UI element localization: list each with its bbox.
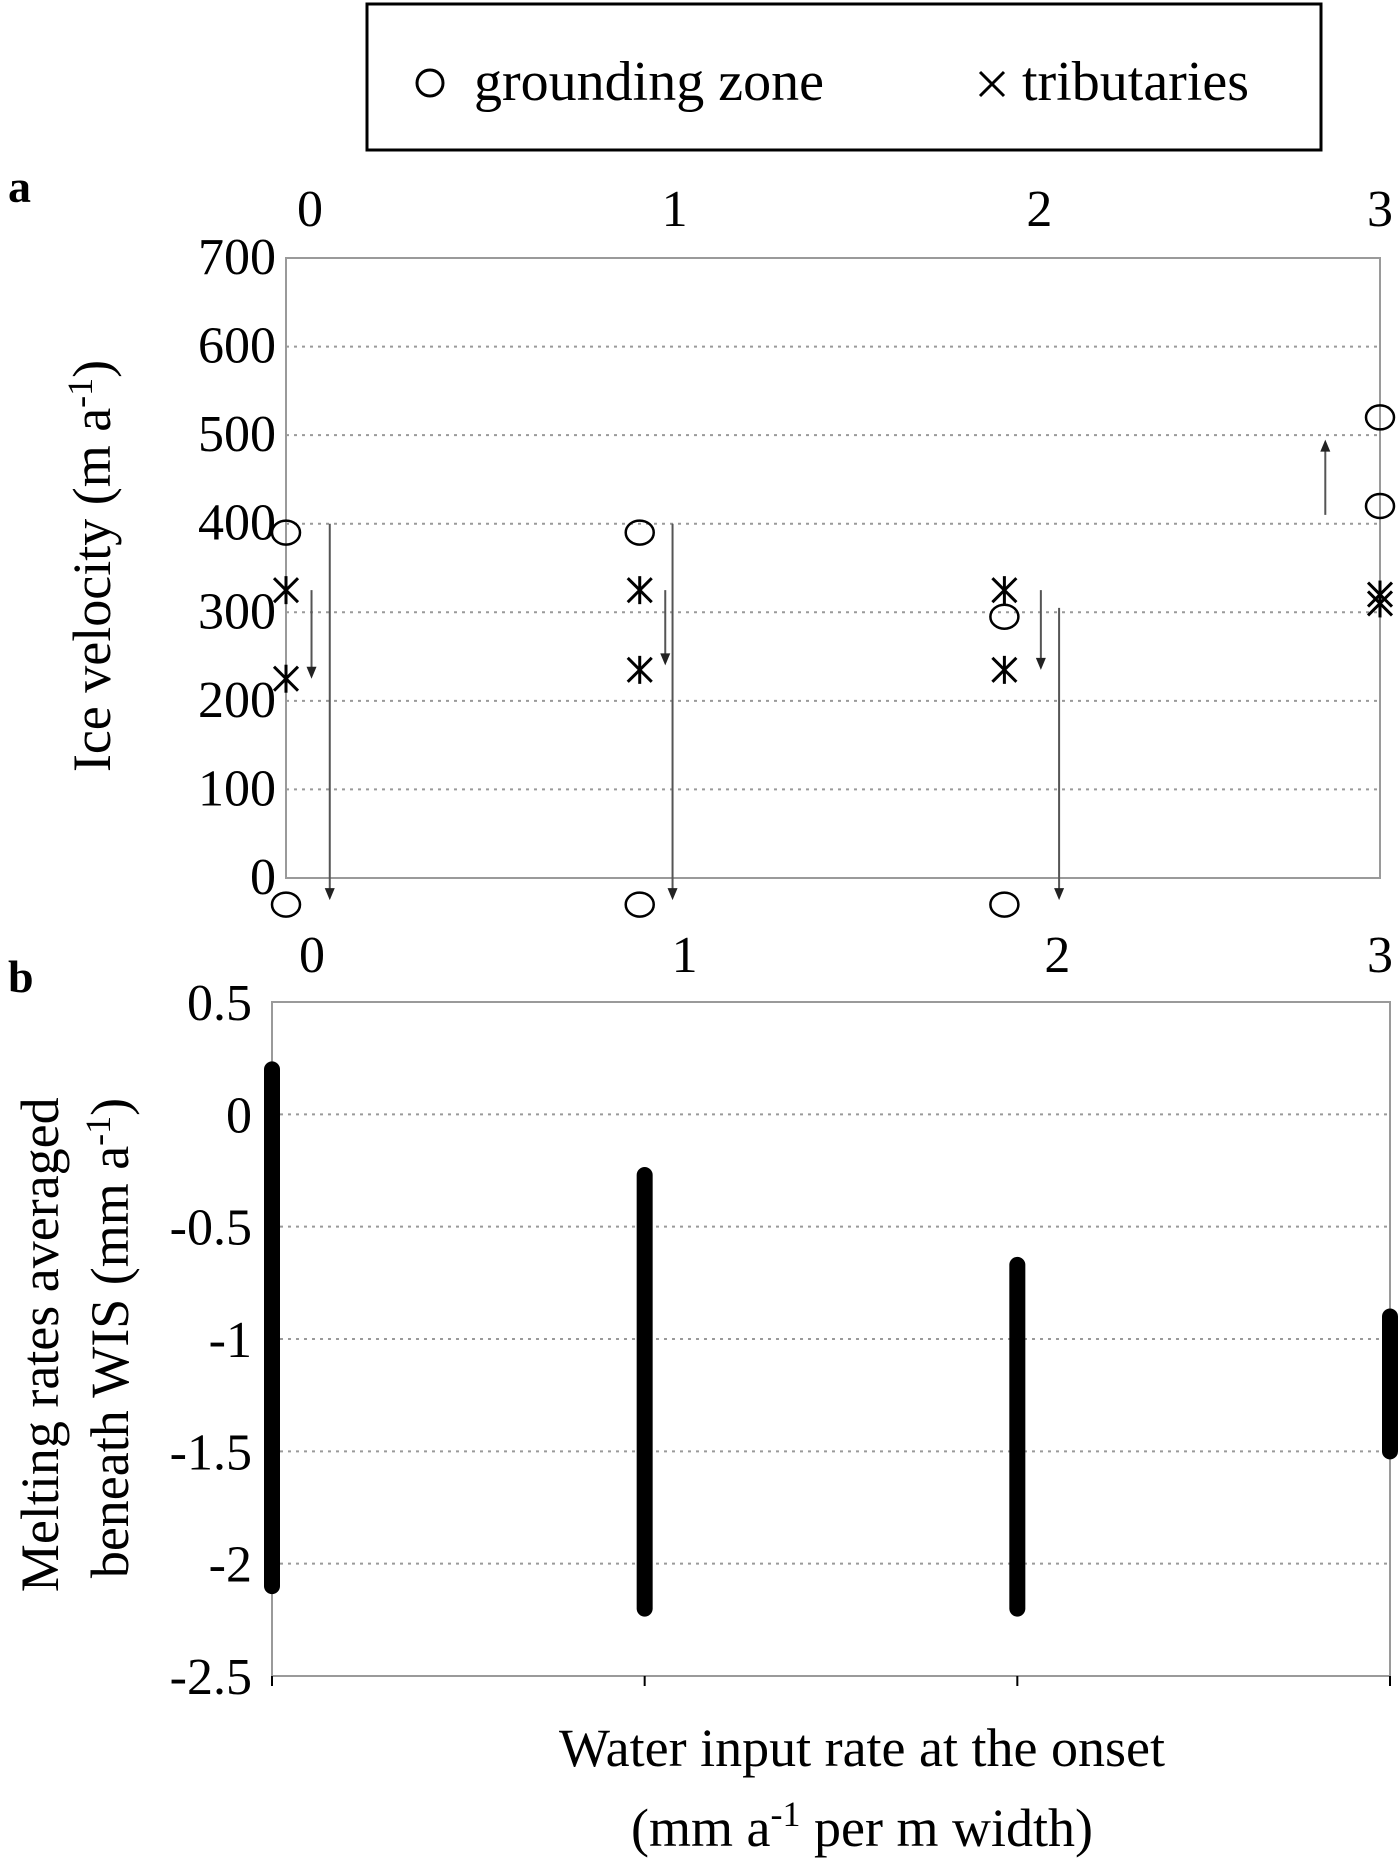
panel-b-y-tick-label: -1.5: [170, 1424, 252, 1481]
panel-a-y-tick-label: 0: [250, 849, 276, 906]
panel-a-grounding-zone-point: [624, 891, 655, 918]
panel-a-arrow-head: [1035, 657, 1046, 670]
panel-a-arrow-head: [306, 666, 317, 679]
panel-a-x-tick-label: 0: [297, 181, 323, 238]
panel-a-y-label-main: Ice velocity (m a: [62, 408, 122, 772]
panel-a-label: a: [8, 161, 31, 212]
panel-a-arrow-head: [660, 653, 671, 666]
panel-a-y-tick-label: 700: [198, 229, 276, 286]
panel-a: a 700 600 500 400 300 200 100 0 0 1 2 3 Ice veloci…: [8, 161, 1396, 918]
legend-tributaries: tributaries: [1022, 51, 1249, 113]
panel-a-y-tick-label: 200: [198, 672, 276, 729]
panel-a-tributary-point: [626, 655, 653, 684]
panel-b-x-axis-label-line2: (mm a-1 per m width): [631, 1794, 1093, 1858]
panel-a-grounding-zone-point: [989, 891, 1020, 918]
panel-b-x-tick-marks: [271, 1676, 1391, 1686]
panel-a-grounding-zone-point: [989, 603, 1020, 630]
panel-b-x-ticks: 0 1 2 3: [299, 927, 1393, 984]
panel-b-y-label-line1: Melting rates averaged: [10, 1097, 70, 1592]
legend-grounding-zone: grounding zone: [474, 51, 824, 113]
panel-a-tributary-point: [272, 664, 300, 693]
panel-a-x-tick-label: 3: [1367, 181, 1393, 238]
panel-b-x-label-line2-pre: (mm a: [631, 1798, 770, 1858]
panel-a-tributary-point: [1366, 589, 1394, 618]
panel-a-grounding-zone-point: [624, 519, 655, 546]
panel-a-arrow-head: [1054, 888, 1065, 901]
panel-b-y-axis-label: Melting rates averaged beneath WIS (mm a…: [10, 1084, 140, 1592]
panel-a-x-tick-label: 2: [1026, 181, 1052, 238]
panel-a-x-ticks: 0 1 2 3: [297, 181, 1393, 238]
panel-a-arrow-head: [667, 888, 678, 901]
panel-a-arrow-head: [324, 888, 335, 901]
panel-b-plot-area: [271, 1001, 1391, 1677]
panel-b-y-tick-label: -1: [209, 1312, 252, 1369]
panel-b-x-axis-label-line1: Water input rate at the onset: [559, 1718, 1165, 1778]
panel-b-x-label-sup: -1: [771, 1794, 801, 1834]
panel-a-tributary-point: [991, 655, 1018, 684]
panel-b-y-label-end: ): [80, 1098, 140, 1116]
panel-a-grounding-zone-point: [270, 891, 302, 918]
panel-b-x-tick-label: 3: [1367, 927, 1393, 984]
panel-b-range-bars: [264, 1061, 1398, 1617]
panel-a-y-ticks: 700 600 500 400 300 200 100 0: [198, 229, 276, 906]
panel-a-grounding-zone-point: [270, 519, 302, 546]
panel-a-y-tick-label: 500: [198, 406, 276, 463]
panel-a-y-label-sup: -1: [60, 378, 100, 408]
legend-circle-marker: [415, 68, 445, 98]
legend-asterisk-marker: [978, 70, 1006, 98]
panel-a-gridlines: [286, 345, 1380, 791]
panel-a-x-tick-label: 1: [662, 181, 688, 238]
legend-box: [365, 2, 1323, 152]
panel-a-grounding-zone-point: [1364, 492, 1396, 520]
panel-a-y-axis-label: Ice velocity (m a-1): [60, 360, 122, 772]
panel-b-label: b: [8, 951, 34, 1002]
legend: grounding zone tributaries: [365, 2, 1323, 152]
panel-b-y-label-line2: beneath WIS (mm a-1): [78, 1098, 140, 1578]
panel-b-gridlines: [272, 1113, 1390, 1565]
panel-b-y-tick-label: -2.5: [170, 1649, 252, 1706]
panel-a-y-tick-label: 600: [198, 318, 276, 375]
panel-b-y-label-line2-main: beneath WIS (mm a: [80, 1146, 140, 1578]
panel-a-plot-area: [285, 257, 1381, 879]
panel-b-x-label-line2-post: per m width): [801, 1798, 1093, 1858]
panel-a-y-tick-label: 300: [198, 583, 276, 640]
panel-a-tributary-point: [991, 576, 1018, 605]
panel-b-y-tick-label: 0.5: [187, 975, 252, 1032]
panel-a-y-tick-label: 400: [198, 495, 276, 552]
panel-b-y-label-sup: -1: [78, 1116, 118, 1146]
panel-b-x-tick-label: 1: [672, 927, 698, 984]
panel-b-x-tick-label: 0: [299, 927, 325, 984]
panel-a-tributary-point: [626, 576, 653, 605]
panel-a-grounding-zone-point: [1364, 404, 1396, 431]
panel-a-y-tick-label: 100: [198, 760, 276, 817]
panel-a-points: [270, 404, 1396, 918]
panel-a-y-label-end: ): [62, 360, 122, 378]
panel-b: b 0.5 0 -0.5 -1 -1.5 -2 -2.5 0 1 2 3 Melting rate…: [8, 927, 1398, 1858]
panel-b-y-tick-label: 0: [226, 1087, 252, 1144]
panel-a-tributary-point: [272, 576, 300, 605]
panel-b-y-tick-label: -2: [209, 1537, 252, 1594]
panel-a-arrows: [306, 439, 1331, 901]
panel-b-x-tick-label: 2: [1044, 927, 1070, 984]
panel-b-y-ticks: 0.5 0 -0.5 -1 -1.5 -2 -2.5: [170, 975, 252, 1706]
panel-a-arrow-head: [1320, 439, 1331, 452]
panel-b-y-tick-label: -0.5: [170, 1200, 252, 1257]
